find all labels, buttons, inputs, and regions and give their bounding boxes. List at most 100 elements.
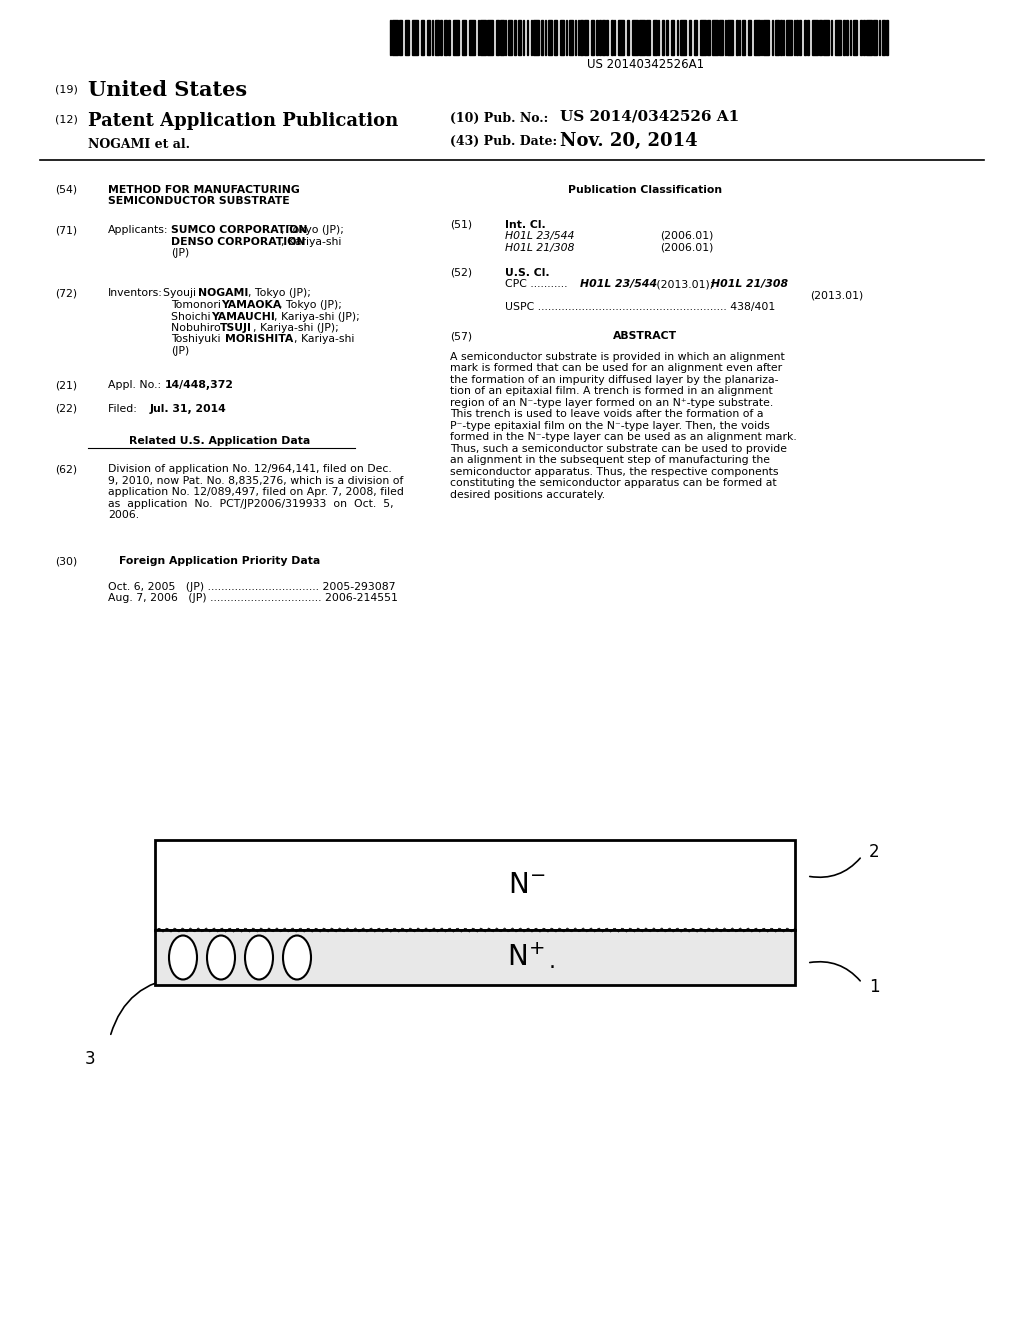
Text: (JP): (JP) [171, 346, 189, 356]
Bar [873, 20, 877, 55]
Text: Syouji: Syouji [163, 289, 200, 298]
Bar [596, 20, 598, 55]
Text: , Kariya-shi: , Kariya-shi [294, 334, 354, 345]
FancyArrowPatch shape [810, 858, 860, 878]
Text: (22): (22) [55, 404, 77, 413]
Text: Appl. No.:: Appl. No.: [108, 380, 165, 391]
Bar [469, 20, 475, 55]
Text: U.S. Cl.: U.S. Cl. [505, 268, 550, 277]
Bar [155, 931, 795, 985]
Bar [569, 20, 573, 55]
Bar [399, 20, 402, 55]
Bar [763, 20, 769, 55]
Text: constituting the semiconductor apparatus can be formed at: constituting the semiconductor apparatus… [450, 478, 776, 488]
Text: Nobuhiro: Nobuhiro [171, 323, 224, 333]
Text: desired positions accurately.: desired positions accurately. [450, 490, 605, 500]
Text: NOGAMI: NOGAMI [198, 289, 249, 298]
Ellipse shape [169, 936, 197, 979]
FancyArrowPatch shape [810, 962, 860, 981]
Bar [796, 20, 798, 55]
Bar [541, 20, 543, 55]
Text: (19): (19) [55, 84, 78, 95]
Text: (30): (30) [55, 557, 77, 566]
Bar [786, 20, 792, 55]
Bar [727, 20, 733, 55]
Bar [863, 20, 865, 55]
Text: (JP): (JP) [171, 248, 189, 259]
Bar [819, 20, 822, 55]
Text: 14/448,372: 14/448,372 [165, 380, 234, 391]
Text: A semiconductor substrate is provided in which an alignment: A semiconductor substrate is provided in… [450, 351, 784, 362]
Text: , Kariya-shi (JP);: , Kariya-shi (JP); [274, 312, 359, 322]
Text: as  application  No.  PCT/JP2006/319933  on  Oct.  5,: as application No. PCT/JP2006/319933 on … [108, 499, 393, 510]
Bar [548, 20, 552, 55]
Text: , Tokyo (JP);: , Tokyo (JP); [281, 226, 344, 235]
Text: Filed:: Filed: [108, 404, 158, 413]
Bar [155, 840, 795, 931]
Bar [780, 20, 782, 55]
Text: H01L 21/308: H01L 21/308 [505, 243, 574, 252]
Text: Foreign Application Priority Data: Foreign Application Priority Data [120, 557, 321, 566]
Text: 1: 1 [869, 978, 880, 997]
Bar [591, 20, 594, 55]
Ellipse shape [283, 936, 311, 979]
Bar [700, 20, 706, 55]
Text: (52): (52) [450, 268, 472, 277]
Text: Oct. 6, 2005   (JP) ................................. 2005-293087: Oct. 6, 2005 (JP) ......................… [108, 582, 395, 591]
Ellipse shape [207, 936, 234, 979]
Text: Aug. 7, 2006   (JP) ................................. 2006-214551: Aug. 7, 2006 (JP) ......................… [108, 593, 398, 603]
Text: Inventors:: Inventors: [108, 289, 163, 298]
Text: (72): (72) [55, 289, 77, 298]
Text: United States: United States [88, 81, 247, 100]
Text: Jul. 31, 2014: Jul. 31, 2014 [150, 404, 226, 413]
Text: YAMAOKA: YAMAOKA [221, 300, 282, 310]
Text: ABSTRACT: ABSTRACT [613, 331, 677, 341]
Text: TSUJI: TSUJI [220, 323, 252, 333]
Text: Thus, such a semiconductor substrate can be used to provide: Thus, such a semiconductor substrate can… [450, 444, 787, 454]
Bar [812, 20, 818, 55]
Bar [754, 20, 760, 55]
Bar [435, 20, 439, 55]
Bar [560, 20, 564, 55]
Bar [882, 20, 885, 55]
Text: N$^{-}$: N$^{-}$ [508, 871, 545, 899]
Bar [742, 20, 745, 55]
Bar [611, 20, 613, 55]
Text: DENSO CORPORATION: DENSO CORPORATION [171, 236, 305, 247]
Text: .: . [548, 952, 555, 972]
Bar [462, 20, 466, 55]
Bar [843, 20, 845, 55]
Bar [392, 20, 398, 55]
Text: (54): (54) [55, 185, 77, 195]
Text: 9, 2010, now Pat. No. 8,835,276, which is a division of: 9, 2010, now Pat. No. 8,835,276, which i… [108, 477, 403, 486]
Text: Toshiyuki: Toshiyuki [171, 334, 224, 345]
Text: NOGAMI et al.: NOGAMI et al. [88, 139, 190, 150]
Text: (21): (21) [55, 380, 77, 391]
Bar [421, 20, 424, 55]
Text: US 20140342526A1: US 20140342526A1 [587, 58, 703, 71]
Bar [496, 20, 499, 55]
Text: mark is formed that can be used for an alignment even after: mark is formed that can be used for an a… [450, 363, 782, 374]
Text: (2006.01): (2006.01) [660, 231, 714, 242]
Text: , Tokyo (JP);: , Tokyo (JP); [248, 289, 311, 298]
Bar [480, 20, 486, 55]
Bar [646, 20, 650, 55]
Bar [518, 20, 521, 55]
Bar [846, 20, 848, 55]
Text: Patent Application Publication: Patent Application Publication [88, 112, 398, 129]
Text: Int. Cl.: Int. Cl. [505, 219, 546, 230]
Text: Publication Classification: Publication Classification [568, 185, 722, 195]
Bar [804, 20, 806, 55]
Text: 3: 3 [85, 1049, 95, 1068]
Bar [580, 20, 583, 55]
Text: US 2014/0342526 A1: US 2014/0342526 A1 [560, 110, 739, 124]
Text: USPC ........................................................ 438/401: USPC ...................................… [505, 302, 775, 313]
Bar [534, 20, 539, 55]
Text: Related U.S. Application Data: Related U.S. Application Data [129, 436, 310, 446]
Text: SUMCO CORPORATION: SUMCO CORPORATION [171, 226, 307, 235]
Bar [886, 20, 888, 55]
Text: METHOD FOR MANUFACTURING: METHOD FOR MANUFACTURING [108, 185, 300, 195]
FancyArrowPatch shape [111, 977, 180, 1035]
Text: P⁻-type epitaxial film on the N⁻-type layer. Then, the voids: P⁻-type epitaxial film on the N⁻-type la… [450, 421, 770, 430]
Text: Nov. 20, 2014: Nov. 20, 2014 [560, 132, 697, 150]
